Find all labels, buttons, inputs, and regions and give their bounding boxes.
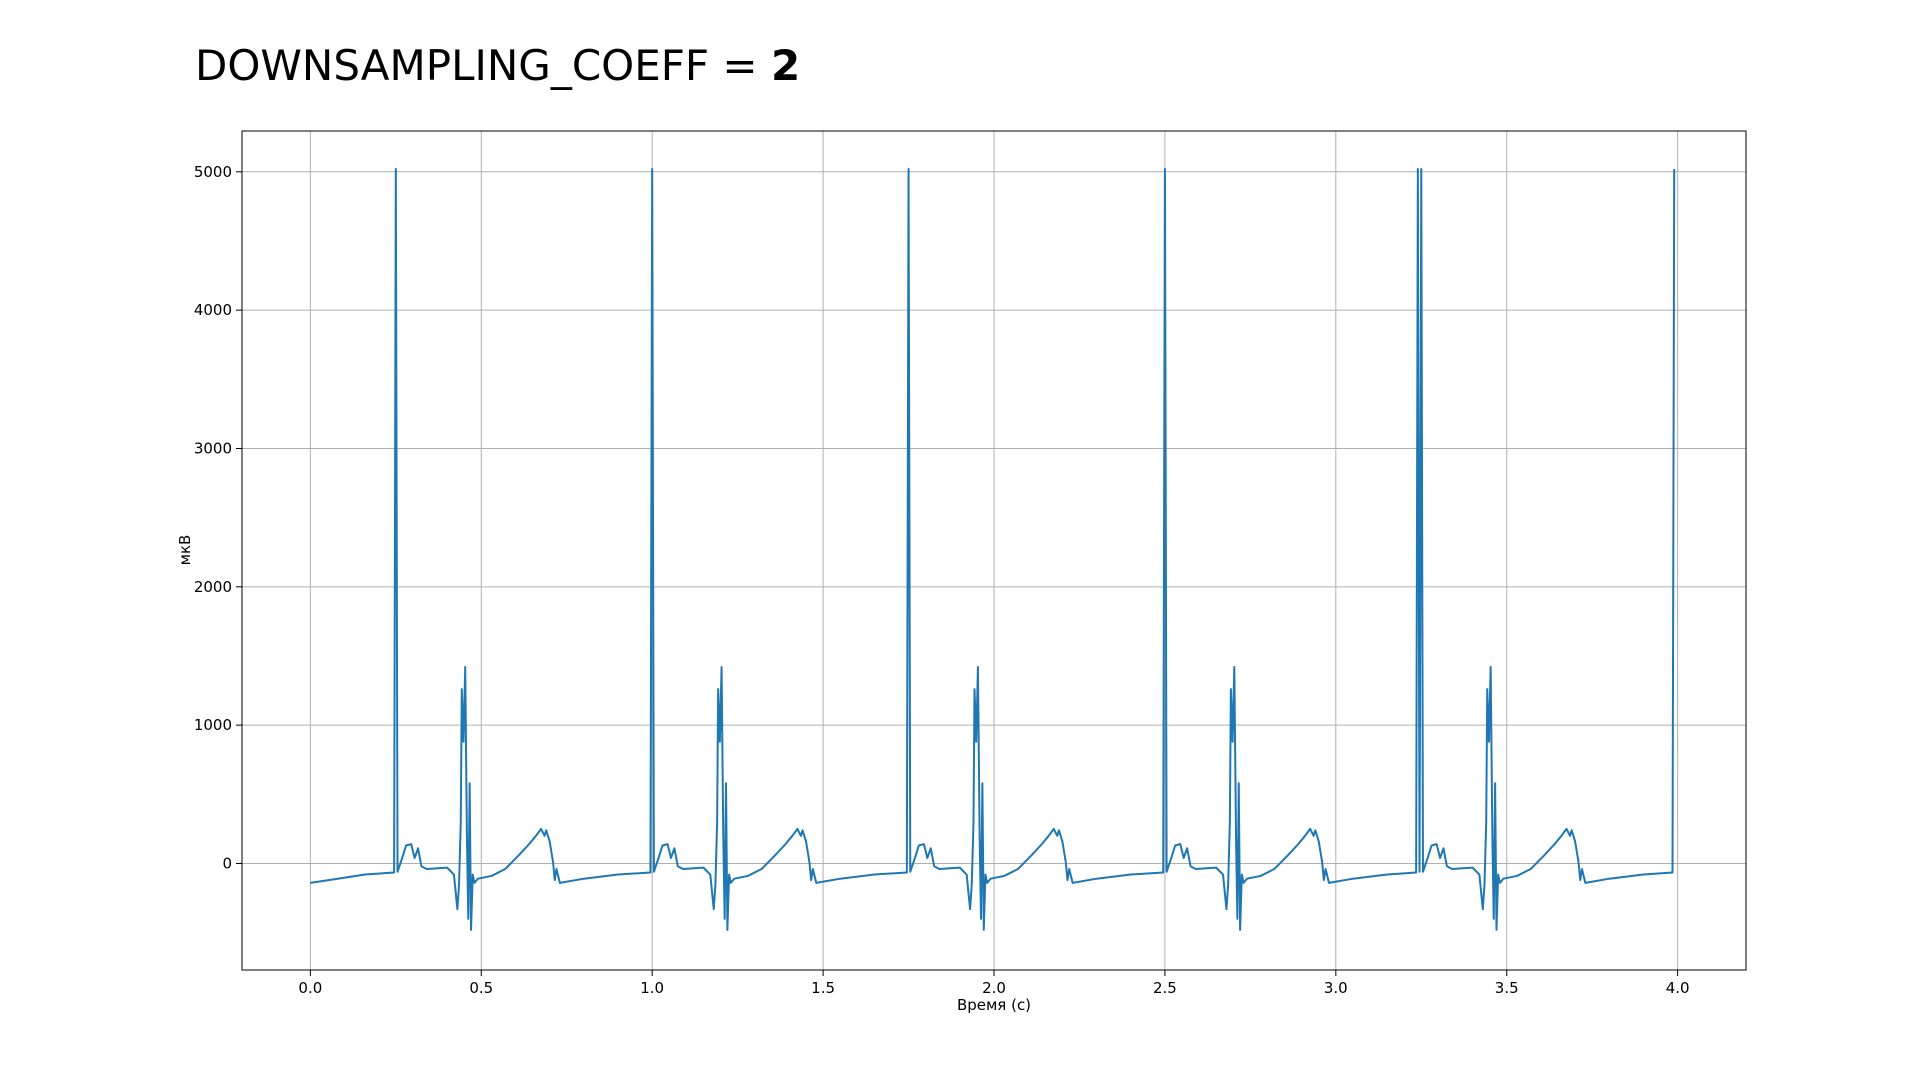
y-tick-label: 1000 (194, 716, 232, 734)
x-tick-label: 0.0 (298, 979, 322, 997)
title-text: DOWNSAMPLING_COEFF = (195, 41, 771, 90)
data-line (310, 168, 1676, 931)
x-tick-label: 1.5 (811, 979, 835, 997)
y-tick-label: 2000 (194, 578, 232, 596)
title-value: 2 (771, 41, 800, 90)
y-tick-label: 3000 (194, 439, 232, 457)
plot-frame (241, 130, 1747, 971)
x-tick-label: 4.0 (1666, 979, 1690, 997)
x-tick-label: 3.5 (1495, 979, 1519, 997)
y-axis-label: мкВ (176, 535, 194, 566)
y-tick-label: 0 (222, 854, 232, 872)
x-tick-label: 0.5 (469, 979, 493, 997)
x-tick-label: 1.0 (640, 979, 664, 997)
x-tick-label: 2.0 (982, 979, 1006, 997)
x-tick-label: 2.5 (1153, 979, 1177, 997)
y-tick-label: 5000 (194, 163, 232, 181)
y-tick-label: 4000 (194, 301, 232, 319)
x-axis-label: Время (с) (957, 996, 1031, 1014)
chart-title: DOWNSAMPLING_COEFF = 2 (195, 41, 800, 90)
x-tick-label: 3.0 (1324, 979, 1348, 997)
